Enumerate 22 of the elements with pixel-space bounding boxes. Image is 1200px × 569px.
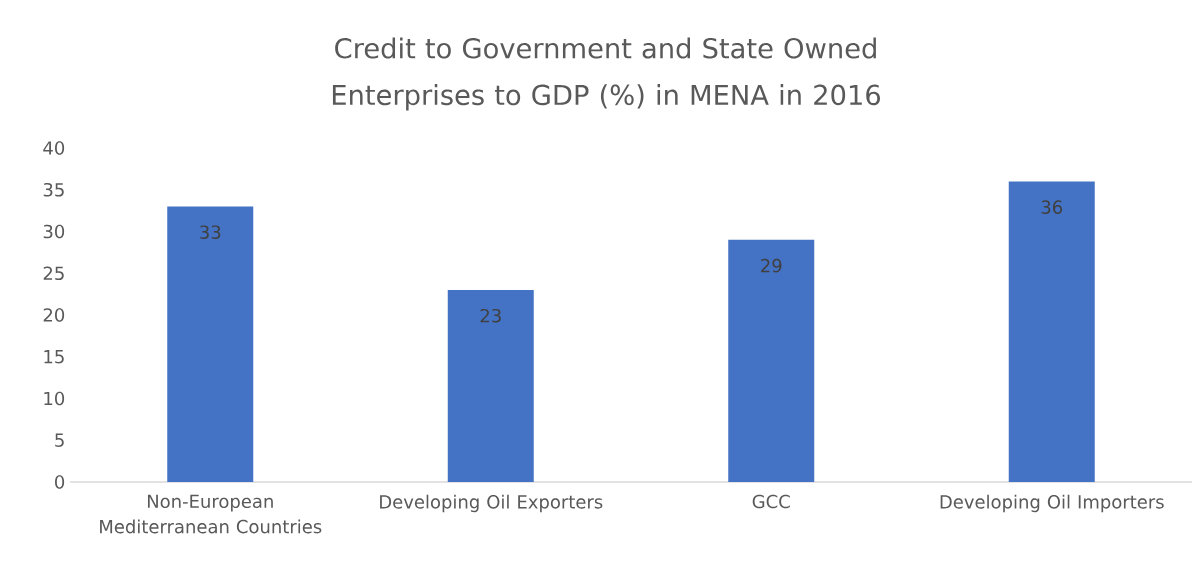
y-tick-label: 30: [43, 224, 65, 239]
bar: [447, 289, 534, 482]
y-tick-label: 20: [43, 308, 65, 322]
x-tick-label: Non-European Mediterranean Countries: [100, 494, 322, 534]
bar: [728, 239, 815, 482]
y-tick-label: 5: [55, 433, 64, 447]
data-label: 33: [200, 225, 221, 239]
x-tick-label: Developing Oil Exporters: [380, 494, 603, 513]
chart-title: Credit to Government and State Owned Enterprises to GDP (%) in MENA in 2016: [332, 37, 880, 111]
bar: [167, 206, 254, 482]
x-tick-label: GCC: [752, 494, 790, 509]
data-label: 29: [761, 258, 782, 273]
data-label: 36: [1041, 200, 1063, 214]
y-tick-label: 0: [55, 475, 65, 489]
data-label: 23: [480, 308, 501, 323]
bar: [1008, 181, 1095, 482]
y-tick-label: 15: [44, 350, 64, 364]
y-tick-label: 40: [43, 141, 65, 155]
y-tick-label: 10: [44, 391, 65, 406]
x-tick-label: Developing Oil Importers: [940, 494, 1164, 513]
y-tick-label: 35: [43, 182, 64, 197]
y-tick-label: 25: [43, 266, 64, 281]
